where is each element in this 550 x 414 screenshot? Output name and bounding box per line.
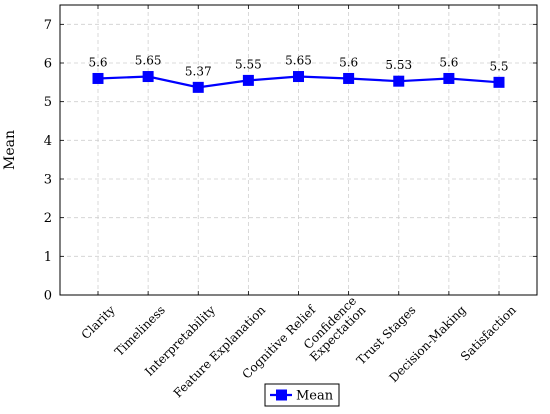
data-point (92, 72, 104, 84)
data-label: 5.65 (135, 54, 162, 68)
data-point (242, 74, 254, 86)
y-tick-label: 4 (44, 134, 52, 149)
grid-lines (60, 5, 537, 296)
legend: Mean (264, 383, 340, 407)
data-label: 5.53 (385, 58, 412, 72)
data-point (343, 72, 355, 84)
data-label: 5.6 (339, 55, 358, 69)
series-layer: 5.6 5.65 5.37 5.55 5.65 5.6 5.53 5.6 5.5 (88, 54, 509, 93)
y-tick-label: 6 (44, 57, 52, 72)
data-label: 5.6 (88, 55, 107, 69)
legend-marker (276, 389, 287, 401)
data-point (393, 75, 405, 87)
y-tick-label: 7 (44, 18, 52, 33)
data-point (443, 72, 455, 84)
y-tick-label: 3 (44, 173, 52, 188)
y-tick-label: 2 (44, 211, 52, 226)
data-point (192, 81, 204, 93)
y-axis-label: Mean (2, 130, 18, 170)
data-point (293, 71, 304, 83)
data-label: 5.5 (489, 59, 508, 73)
x-tick-label: Feature Explanation (171, 303, 269, 401)
data-point (493, 76, 505, 88)
y-tick-label: 1 (44, 250, 52, 265)
y-tick-label: 5 (44, 95, 52, 110)
x-tick-label: Clarity (79, 303, 118, 342)
data-point (142, 71, 154, 83)
data-label: 5.6 (439, 55, 458, 69)
y-tick-label: 0 (44, 289, 52, 304)
y-axis-ticks: 0 1 2 3 4 5 6 7 (44, 18, 537, 304)
data-label: 5.65 (285, 54, 312, 68)
data-label: 5.55 (235, 57, 262, 71)
data-label: 5.37 (185, 64, 212, 78)
legend-entry-mean: Mean (296, 389, 334, 404)
